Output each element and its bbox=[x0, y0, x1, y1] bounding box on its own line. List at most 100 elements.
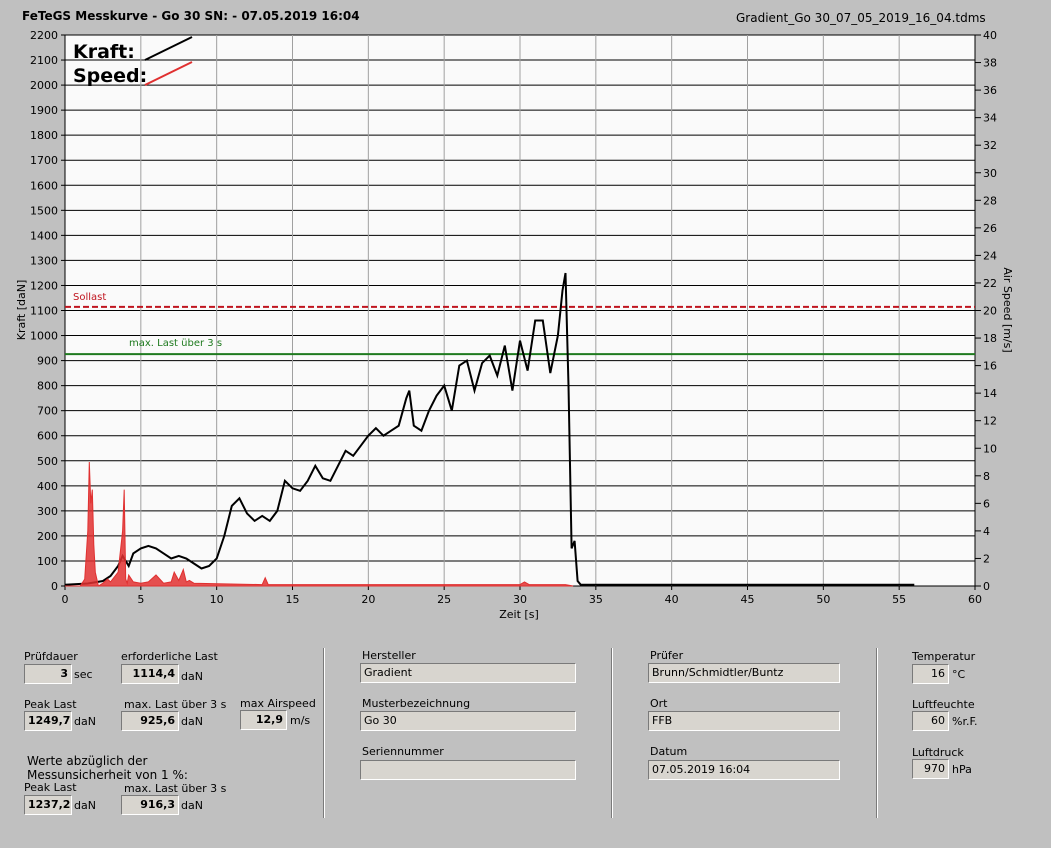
seriennummer-label: Seriennummer bbox=[362, 745, 444, 758]
y-tick-label: 1600 bbox=[30, 179, 58, 192]
max-last-field: 925,6 bbox=[121, 711, 179, 731]
x-tick-label: 5 bbox=[137, 593, 144, 606]
y-tick-label: 1900 bbox=[30, 104, 58, 117]
x-tick-label: 50 bbox=[816, 593, 830, 606]
y-tick-label: 900 bbox=[37, 355, 58, 368]
panel-separator bbox=[876, 648, 878, 818]
erforderliche-last-label: erforderliche Last bbox=[121, 650, 218, 663]
peak-last-field: 1249,7 bbox=[24, 711, 72, 731]
max-last-corr-unit: daN bbox=[181, 799, 203, 812]
ort-field: FFB bbox=[648, 711, 840, 731]
max-last-unit: daN bbox=[181, 715, 203, 728]
y-tick-label: 600 bbox=[37, 430, 58, 443]
y2-tick-label: 12 bbox=[983, 415, 997, 428]
werte-note-line1: Werte abzüglich der bbox=[27, 754, 148, 768]
x-tick-label: 40 bbox=[665, 593, 679, 606]
luftdruck-field: 970 bbox=[912, 759, 949, 779]
x-tick-label: 20 bbox=[361, 593, 375, 606]
y-tick-label: 1200 bbox=[30, 279, 58, 292]
window-title: FeTeGS Messkurve - Go 30 SN: - 07.05.201… bbox=[22, 9, 360, 23]
ort-label: Ort bbox=[650, 697, 668, 710]
hersteller-field: Gradient bbox=[360, 663, 576, 683]
y-tick-label: 800 bbox=[37, 380, 58, 393]
pruefdauer-field: 3 bbox=[24, 664, 72, 684]
x-tick-label: 10 bbox=[210, 593, 224, 606]
pruefdauer-unit: sec bbox=[74, 668, 93, 681]
x-tick-label: 60 bbox=[968, 593, 982, 606]
y2-tick-label: 30 bbox=[983, 167, 997, 180]
y2-axis-label: Air Speed [m/s] bbox=[1001, 267, 1014, 352]
temperatur-label: Temperatur bbox=[912, 650, 976, 663]
y2-tick-label: 4 bbox=[983, 525, 990, 538]
seriennummer-field bbox=[360, 760, 576, 780]
hersteller-label: Hersteller bbox=[362, 649, 416, 662]
musterbezeichnung-field: Go 30 bbox=[360, 711, 576, 731]
y2-tick-label: 34 bbox=[983, 112, 997, 125]
y2-tick-label: 40 bbox=[983, 29, 997, 42]
y-tick-label: 2000 bbox=[30, 79, 58, 92]
y-tick-label: 1300 bbox=[30, 254, 58, 267]
max-last-corr-label: max. Last über 3 s bbox=[124, 782, 227, 795]
y-tick-label: 200 bbox=[37, 530, 58, 543]
y2-tick-label: 38 bbox=[983, 57, 997, 70]
y2-tick-label: 16 bbox=[983, 360, 997, 373]
temperatur-field: 16 bbox=[912, 664, 949, 684]
y2-tick-label: 10 bbox=[983, 442, 997, 455]
y2-tick-label: 26 bbox=[983, 222, 997, 235]
max-last-label: max. Last über 3 s bbox=[124, 698, 227, 711]
y-tick-label: 1000 bbox=[30, 330, 58, 343]
erforderliche-last-field: 1114,4 bbox=[121, 664, 179, 684]
y2-tick-label: 8 bbox=[983, 470, 990, 483]
legend-kraft-label: Kraft: bbox=[73, 41, 135, 63]
sollast-label: Sollast bbox=[73, 292, 106, 303]
peak-last-corr-unit: daN bbox=[74, 799, 96, 812]
x-axis-label: Zeit [s] bbox=[499, 608, 538, 621]
y-tick-label: 1700 bbox=[30, 154, 58, 167]
x-tick-label: 15 bbox=[286, 593, 300, 606]
peak-last-unit: daN bbox=[74, 715, 96, 728]
peak-last-corr-label: Peak Last bbox=[24, 781, 77, 794]
pruefer-label: Prüfer bbox=[650, 649, 684, 662]
x-tick-label: 45 bbox=[741, 593, 755, 606]
max-airspeed-field: 12,9 bbox=[240, 710, 287, 730]
y2-tick-label: 6 bbox=[983, 497, 990, 510]
y-tick-label: 400 bbox=[37, 480, 58, 493]
y2-tick-label: 36 bbox=[983, 84, 997, 97]
luftdruck-label: Luftdruck bbox=[912, 746, 964, 759]
pruefdauer-label: Prüfdauer bbox=[24, 650, 78, 663]
pruefer-field: Brunn/Schmidtler/Buntz bbox=[648, 663, 840, 683]
y-tick-label: 100 bbox=[37, 555, 58, 568]
musterbezeichnung-label: Musterbezeichnung bbox=[362, 697, 471, 710]
y2-tick-label: 28 bbox=[983, 194, 997, 207]
luftdruck-unit: hPa bbox=[952, 763, 972, 776]
werte-note-line2: Messunsicherheit von 1 %: bbox=[27, 768, 188, 782]
file-name: Gradient_Go 30_07_05_2019_16_04.tdms bbox=[736, 11, 986, 25]
y2-tick-label: 14 bbox=[983, 387, 997, 400]
luftfeuchte-unit: %r.F. bbox=[952, 715, 978, 728]
x-tick-label: 35 bbox=[589, 593, 603, 606]
y2-tick-label: 22 bbox=[983, 277, 997, 290]
legend-kraft-swatch bbox=[144, 36, 193, 61]
y2-tick-label: 32 bbox=[983, 139, 997, 152]
y-axis-label: Kraft [daN] bbox=[15, 280, 28, 341]
erforderliche-last-unit: daN bbox=[181, 670, 203, 683]
y-tick-label: 1800 bbox=[30, 129, 58, 142]
y-tick-label: 500 bbox=[37, 455, 58, 468]
datum-label: Datum bbox=[650, 745, 688, 758]
temperatur-unit: °C bbox=[952, 668, 966, 681]
luftfeuchte-label: Luftfeuchte bbox=[912, 698, 975, 711]
panel-separator bbox=[611, 648, 613, 818]
x-tick-label: 0 bbox=[62, 593, 69, 606]
y-tick-label: 1100 bbox=[30, 305, 58, 318]
y-tick-label: 2200 bbox=[30, 29, 58, 42]
y-tick-label: 700 bbox=[37, 405, 58, 418]
y-tick-label: 0 bbox=[51, 580, 58, 593]
x-tick-label: 55 bbox=[892, 593, 906, 606]
y2-tick-label: 18 bbox=[983, 332, 997, 345]
y-tick-label: 2100 bbox=[30, 54, 58, 67]
y2-tick-label: 24 bbox=[983, 249, 997, 262]
y2-tick-label: 0 bbox=[983, 580, 990, 593]
speed-series bbox=[65, 461, 574, 587]
legend-speed-swatch bbox=[144, 61, 193, 86]
peak-last-label: Peak Last bbox=[24, 698, 77, 711]
